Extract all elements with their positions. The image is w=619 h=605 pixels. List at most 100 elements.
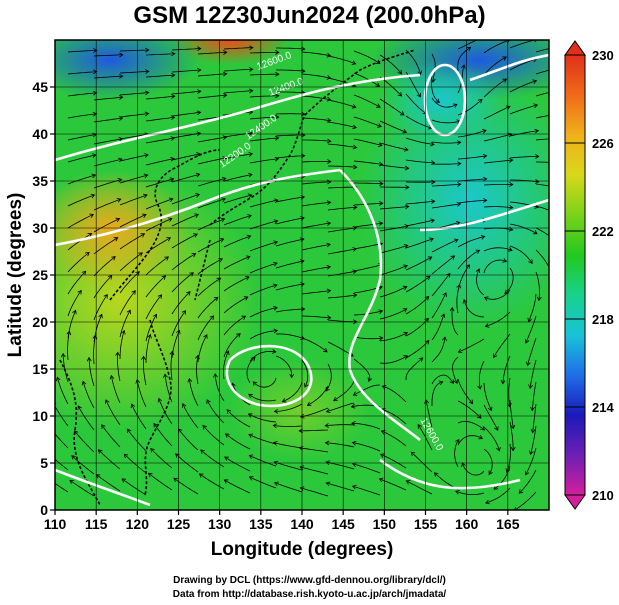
x-tick-label: 125 bbox=[167, 516, 191, 532]
streamline bbox=[351, 422, 381, 430]
contour-closed-high bbox=[423, 63, 467, 137]
streamline bbox=[431, 75, 440, 103]
contour-12400 bbox=[55, 168, 341, 247]
streamline bbox=[96, 474, 121, 492]
streamline bbox=[509, 245, 533, 264]
streamline bbox=[249, 199, 278, 208]
streamline bbox=[431, 141, 461, 144]
streamline-arrow bbox=[430, 199, 436, 204]
streamline-arrow bbox=[273, 481, 279, 487]
streamline-arrow bbox=[145, 69, 150, 74]
streamline-arrow bbox=[430, 141, 435, 147]
streamline bbox=[457, 400, 482, 419]
streamline-arrow bbox=[324, 423, 329, 428]
streamline-arrow bbox=[166, 237, 172, 242]
streamline bbox=[249, 262, 278, 274]
streamline bbox=[301, 117, 331, 122]
streamline bbox=[171, 111, 201, 117]
streamline-arrow bbox=[195, 193, 200, 198]
streamline bbox=[249, 307, 278, 318]
streamline-arrow bbox=[111, 256, 116, 261]
streamline-arrow bbox=[92, 111, 98, 117]
streamline bbox=[93, 158, 123, 167]
streamline-arrow bbox=[416, 92, 421, 98]
streamline-arrow bbox=[324, 440, 330, 446]
streamline bbox=[485, 311, 511, 327]
x-tick-label: 135 bbox=[249, 516, 273, 532]
streamline-arrow bbox=[403, 355, 409, 360]
wind-streamlines bbox=[55, 40, 565, 510]
streamline bbox=[145, 314, 157, 342]
streamline bbox=[67, 113, 97, 119]
streamline-arrow bbox=[560, 44, 564, 48]
streamline-arrow bbox=[195, 172, 201, 178]
streamline-arrow bbox=[273, 219, 279, 224]
streamline bbox=[379, 142, 408, 151]
streamline bbox=[452, 356, 459, 384]
streamline bbox=[119, 174, 148, 184]
colorbar-bar bbox=[564, 54, 586, 496]
streamline bbox=[506, 443, 511, 473]
streamline bbox=[405, 275, 431, 293]
streamline bbox=[276, 69, 305, 72]
streamline-arrow bbox=[561, 161, 565, 165]
streamline-arrow bbox=[462, 298, 468, 304]
streamline-arrow bbox=[510, 424, 516, 430]
streamline bbox=[55, 405, 69, 427]
streamline bbox=[483, 448, 493, 475]
streamline-arrow bbox=[60, 352, 66, 358]
streamline-arrow bbox=[560, 66, 564, 70]
streamline bbox=[379, 355, 408, 364]
streamline-arrow bbox=[274, 198, 279, 204]
x-tick-label: 150 bbox=[373, 516, 397, 532]
streamline bbox=[483, 247, 513, 252]
streamline bbox=[249, 284, 278, 296]
streamline-arrow bbox=[510, 446, 516, 452]
streamline bbox=[379, 225, 409, 232]
hot-spot-north bbox=[170, 40, 290, 65]
streamline-arrow bbox=[325, 386, 330, 392]
streamline-arrow bbox=[424, 317, 429, 323]
streamline bbox=[431, 374, 454, 385]
streamline-arrow bbox=[273, 283, 278, 289]
streamline bbox=[275, 283, 305, 291]
streamline-arrow bbox=[274, 135, 280, 141]
colorbar-tick-label: 230 bbox=[592, 48, 614, 63]
streamline bbox=[509, 58, 537, 71]
streamline bbox=[327, 121, 357, 129]
streamline bbox=[171, 291, 191, 315]
streamline-arrow bbox=[449, 306, 455, 312]
streamline-arrow bbox=[123, 453, 129, 459]
streamline bbox=[276, 91, 305, 94]
streamline bbox=[353, 160, 383, 165]
streamline-arrow bbox=[326, 221, 332, 226]
streamline bbox=[353, 94, 381, 108]
streamline-arrow bbox=[222, 93, 228, 98]
y-tick-label: 0 bbox=[40, 502, 48, 518]
streamline bbox=[223, 68, 253, 72]
streamline bbox=[536, 161, 549, 163]
streamline-arrow bbox=[119, 73, 124, 79]
streamline-arrow bbox=[433, 472, 439, 477]
streamline-arrow bbox=[147, 472, 153, 478]
streamline bbox=[483, 404, 499, 431]
streamline-arrow bbox=[161, 275, 167, 280]
x-tick-label: 130 bbox=[208, 516, 232, 532]
colorbar: 230 226 222 218 214 210 bbox=[564, 40, 614, 510]
streamline-arrow bbox=[461, 64, 466, 69]
streamline-arrow bbox=[425, 275, 431, 281]
streamline-arrow bbox=[92, 69, 98, 75]
streamline bbox=[405, 93, 428, 115]
streamline bbox=[535, 115, 549, 119]
streamline bbox=[197, 51, 227, 55]
streamline-arrow bbox=[417, 424, 422, 429]
streamline bbox=[93, 275, 113, 299]
streamline-arrow bbox=[150, 448, 155, 453]
streamline-arrow bbox=[525, 470, 530, 476]
streamline bbox=[249, 220, 278, 230]
streamline-arrow bbox=[424, 399, 429, 404]
streamline-arrow bbox=[475, 268, 481, 274]
streamline-arrow bbox=[351, 104, 357, 109]
streamline-arrow bbox=[55, 376, 61, 382]
streamline-arrow bbox=[556, 241, 560, 245]
